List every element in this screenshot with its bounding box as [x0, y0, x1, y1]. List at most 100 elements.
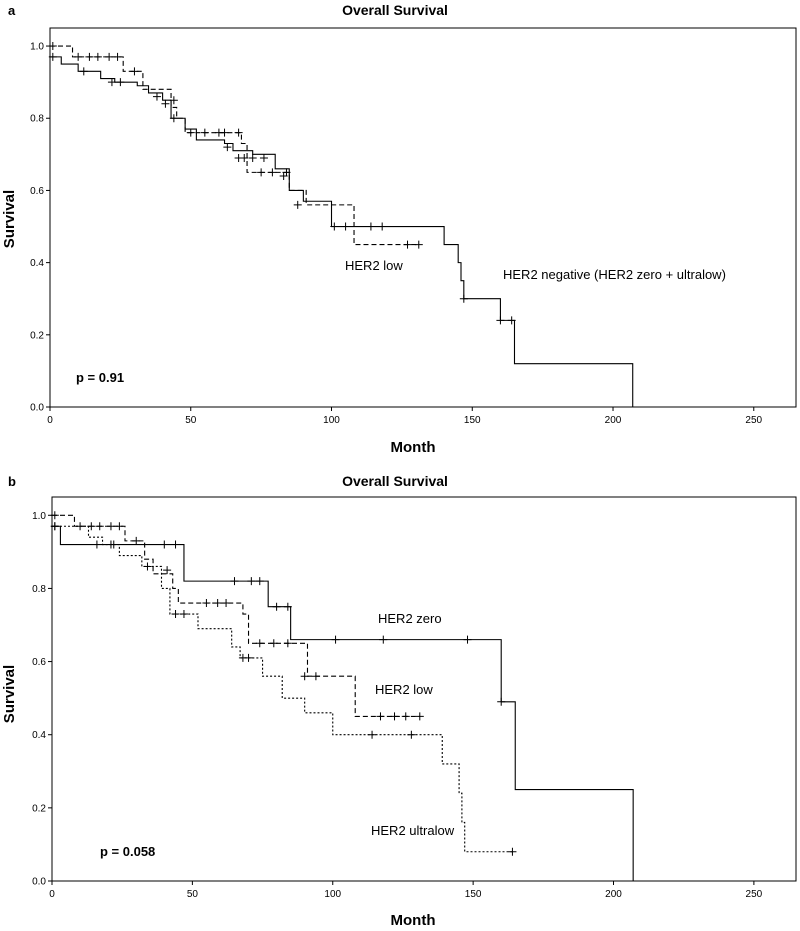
panel-a-censor-mark-her2-low [293, 200, 302, 209]
panel-b-series-her2-low [52, 514, 420, 717]
panel-a-censor-mark-her2-low [93, 52, 102, 61]
panel-b-censor-mark-her2-low [269, 639, 278, 648]
panel-a-censor-mark-her2-negative-her2-zero-ultralow [459, 294, 468, 303]
panel-a-y-tick-label: 0.8 [30, 114, 44, 125]
panel-a-censor-mark-her2-low [257, 168, 266, 177]
panel-b-x-axis-label: Month [391, 912, 436, 929]
panel-b-plot-frame [51, 496, 797, 882]
panel-b-label-her2-ultralow: HER2 ultralow [371, 823, 455, 838]
panel-a-x-tick-label: 250 [745, 415, 762, 426]
panel-b-censor-mark-her2-zero [247, 577, 256, 586]
panel-a-x-tick-label: 50 [185, 415, 197, 426]
panel-a-plot-area: 0 50 100 150 200 250 0.0 0.2 0.4 0.6 0.8 1.0 [30, 27, 797, 426]
panel-b-censor-mark-her2-low [376, 712, 385, 721]
panel-b-censor-mark-her2-low [300, 672, 309, 681]
panel-a-censor-mark-her2-negative-her2-zero-ultralow [152, 92, 161, 101]
panel-a-censor-mark-her2-negative-her2-zero-ultralow [169, 114, 178, 123]
panel-a-censor-mark-her2-negative-her2-zero-ultralow [186, 128, 195, 137]
panel-b-censor-mark-her2-zero [92, 540, 101, 549]
panel-a-censor-mark-her2-low [74, 52, 83, 61]
panel-b-y-tick-label: 1.0 [32, 511, 46, 522]
panel-a-y-tick-label: 0.6 [30, 186, 44, 197]
panel-a-plot-frame [49, 27, 797, 408]
panel-a-series-her2-negative-her2-zero-ultralow [50, 56, 634, 407]
panel-b-censor-mark-her2-low [222, 599, 231, 608]
panel-b-censor-mark-her2-zero [497, 697, 506, 706]
panel-b-censor-mark-her2-ultralow [368, 730, 377, 739]
panel-a-censor-mark-her2-negative-her2-zero-ultralow [268, 168, 277, 177]
panel-b-y-axis-label: Survival [1, 665, 18, 723]
panel-b-censor-mark-her2-low [106, 522, 115, 531]
panel-b-censor-mark-her2-low [115, 522, 124, 531]
panel-b-censor-mark-her2-low [202, 599, 211, 608]
panel-b-censor-mark-her2-low [213, 599, 222, 608]
panel-a-censor-mark-her2-low [85, 52, 94, 61]
panel-a-censor-mark-her2-negative-her2-zero-ultralow [496, 316, 505, 325]
panel-b-censor-mark-her2-ultralow [109, 540, 118, 549]
panel-b-x-tick-label: 250 [746, 889, 763, 900]
panel-a-censor-mark-her2-low [105, 52, 114, 61]
panel-b-censor-mark-her2-low [390, 712, 399, 721]
panel-a-censor-mark-her2-low [113, 52, 122, 61]
panel-a-censor-mark-her2-low [403, 240, 412, 249]
panel-b-label: b [8, 474, 16, 489]
panel-a-p-value: p = 0.91 [76, 370, 124, 385]
panel-a-censor-mark-her2-low [130, 67, 139, 76]
panel-b-label-her2-zero: HER2 zero [378, 611, 442, 626]
panel-a-x-tick-label: 0 [47, 415, 53, 426]
panel-a-censor-mark-her2-low [414, 240, 423, 249]
panel-b-censor-mark-her2-ultralow [244, 653, 253, 662]
panel-b-censor-mark-her2-low [132, 536, 141, 545]
panel-b-y-tick-label: 0.6 [32, 657, 46, 668]
panel-b-censor-mark-her2-zero [255, 577, 264, 586]
panel-a-censor-mark-her2-low [161, 99, 170, 108]
panel-b-label-her2-low: HER2 low [375, 682, 433, 697]
panel-a-censor-mark-her2-low [220, 128, 229, 137]
panel-b-y-tick-label: 0.0 [32, 877, 46, 888]
panel-b-x-tick-label: 150 [465, 889, 482, 900]
panel-b-x-tick-label: 100 [324, 889, 341, 900]
panel-b-plot-area: 0 50 100 150 200 250 0.0 0.2 0.4 0.6 0.8 1.0 [32, 496, 797, 900]
panel-b-p-value: p = 0.058 [100, 844, 155, 859]
panel-b-y-tick-label: 0.2 [32, 803, 46, 814]
panel-b-censor-mark-her2-zero [230, 577, 239, 586]
panel-a-label-her2-negative: HER2 negative (HER2 zero + ultralow) [503, 267, 726, 282]
panel-b-y-tick-label: 0.4 [32, 730, 46, 741]
panel-b-censor-mark-her2-zero [379, 635, 388, 644]
panel-a-title: Overall Survival [342, 2, 448, 18]
panel-b-x-tick-label: 200 [605, 889, 622, 900]
panel-b-censor-mark-her2-ultralow [179, 610, 188, 619]
panel-b: b Overall Survival Month Survival p = 0.… [1, 473, 797, 929]
panel-a-censor-mark-her2-negative-her2-zero-ultralow [279, 171, 288, 180]
panel-a-censor-mark-her2-negative-her2-zero-ultralow [240, 153, 249, 162]
panel-b-series-her2-ultralow [52, 525, 513, 853]
panel-a-series-her2-low [50, 45, 419, 246]
panel-b-y-tick-label: 0.8 [32, 584, 46, 595]
panel-b-censor-mark-her2-zero [331, 635, 340, 644]
panel-a-y-tick-label: 0.0 [30, 403, 44, 414]
panel-b-censor-mark-her2-low [283, 639, 292, 648]
panel-a-censor-mark-her2-negative-her2-zero-ultralow [116, 78, 125, 87]
panel-a-censor-mark-her2-low [234, 128, 243, 137]
panel-a-censor-mark-her2-low [200, 128, 209, 137]
panel-a-y-axis-label: Survival [1, 190, 18, 248]
panel-a-censor-mark-her2-negative-her2-zero-ultralow [248, 153, 257, 162]
panel-b-censor-mark-her2-zero [171, 540, 180, 549]
panel-b-censor-mark-her2-low [50, 511, 59, 520]
panel-a-label-her2-low: HER2 low [345, 258, 403, 273]
panel-a-x-tick-label: 200 [605, 415, 622, 426]
panel-a-censor-mark-her2-low [48, 42, 57, 51]
panel-b-series-her2-zero [52, 525, 634, 881]
panel-b-censor-mark-her2-low [95, 522, 104, 531]
panel-b-censor-mark-her2-low [255, 639, 264, 648]
panel-b-x-tick-label: 50 [187, 889, 199, 900]
panel-a-label: a [8, 3, 16, 18]
panel-b-censor-mark-her2-ultralow [508, 847, 517, 856]
panel-b-censor-mark-her2-low [311, 672, 320, 681]
panel-a: a Overall Survival Month Survival p = 0.… [1, 2, 797, 456]
panel-a-censor-mark-her2-negative-her2-zero-ultralow [341, 222, 350, 231]
panel-a-censor-mark-her2-negative-her2-zero-ultralow [259, 153, 268, 162]
panel-b-censor-mark-her2-ultralow [407, 730, 416, 739]
panel-b-censor-mark-her2-ultralow [143, 562, 152, 571]
